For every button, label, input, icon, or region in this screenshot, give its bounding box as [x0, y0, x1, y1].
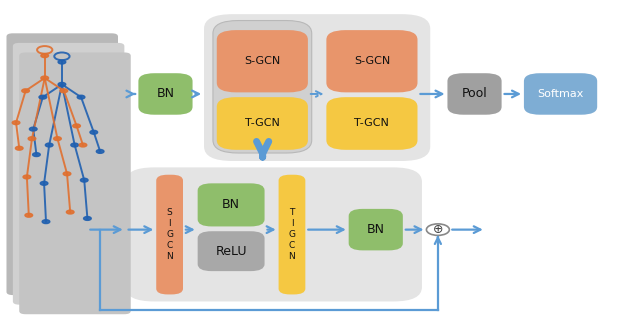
FancyBboxPatch shape	[19, 52, 131, 314]
FancyBboxPatch shape	[138, 73, 193, 115]
Circle shape	[28, 137, 36, 141]
Circle shape	[77, 95, 85, 99]
Text: BN: BN	[222, 198, 240, 212]
Circle shape	[41, 76, 49, 80]
Text: BN: BN	[367, 223, 385, 236]
FancyBboxPatch shape	[447, 73, 502, 115]
Circle shape	[33, 153, 40, 156]
Text: T
I
G
C
N: T I G C N	[289, 208, 296, 261]
FancyBboxPatch shape	[524, 73, 597, 115]
Circle shape	[45, 143, 53, 147]
Circle shape	[84, 216, 92, 220]
Circle shape	[54, 137, 61, 141]
Circle shape	[41, 54, 49, 58]
Text: S-GCN: S-GCN	[244, 56, 280, 66]
FancyBboxPatch shape	[326, 30, 417, 92]
Circle shape	[60, 89, 68, 93]
Circle shape	[81, 178, 88, 182]
Text: Softmax: Softmax	[538, 89, 584, 99]
Circle shape	[15, 146, 23, 150]
Circle shape	[63, 172, 71, 176]
Circle shape	[40, 181, 48, 185]
FancyBboxPatch shape	[204, 14, 430, 161]
Circle shape	[25, 213, 33, 217]
FancyBboxPatch shape	[326, 97, 417, 150]
FancyBboxPatch shape	[13, 43, 124, 305]
Text: T-GCN: T-GCN	[355, 118, 389, 128]
Circle shape	[71, 143, 79, 147]
Text: T-GCN: T-GCN	[245, 118, 280, 128]
FancyBboxPatch shape	[217, 30, 308, 92]
Text: Pool: Pool	[461, 88, 488, 100]
FancyBboxPatch shape	[349, 209, 403, 251]
Circle shape	[79, 143, 87, 147]
FancyBboxPatch shape	[156, 175, 183, 294]
Text: S
I
G
C
N: S I G C N	[166, 208, 173, 261]
Circle shape	[58, 60, 66, 64]
Circle shape	[67, 210, 74, 214]
Circle shape	[97, 149, 104, 153]
Text: $\oplus$: $\oplus$	[432, 223, 444, 236]
FancyBboxPatch shape	[198, 183, 264, 226]
Circle shape	[42, 220, 50, 223]
FancyBboxPatch shape	[6, 33, 118, 295]
Circle shape	[39, 95, 47, 99]
Circle shape	[29, 127, 37, 131]
Text: S-GCN: S-GCN	[354, 56, 390, 66]
FancyBboxPatch shape	[213, 21, 312, 153]
Circle shape	[73, 124, 81, 128]
FancyBboxPatch shape	[198, 231, 264, 271]
FancyBboxPatch shape	[278, 175, 305, 294]
FancyBboxPatch shape	[125, 167, 422, 301]
Circle shape	[426, 224, 449, 235]
Circle shape	[23, 175, 31, 179]
Circle shape	[90, 130, 98, 134]
Circle shape	[12, 121, 20, 125]
Text: BN: BN	[156, 88, 175, 100]
Circle shape	[22, 89, 29, 93]
Text: ReLU: ReLU	[215, 245, 247, 258]
Circle shape	[58, 82, 66, 86]
FancyBboxPatch shape	[217, 97, 308, 150]
